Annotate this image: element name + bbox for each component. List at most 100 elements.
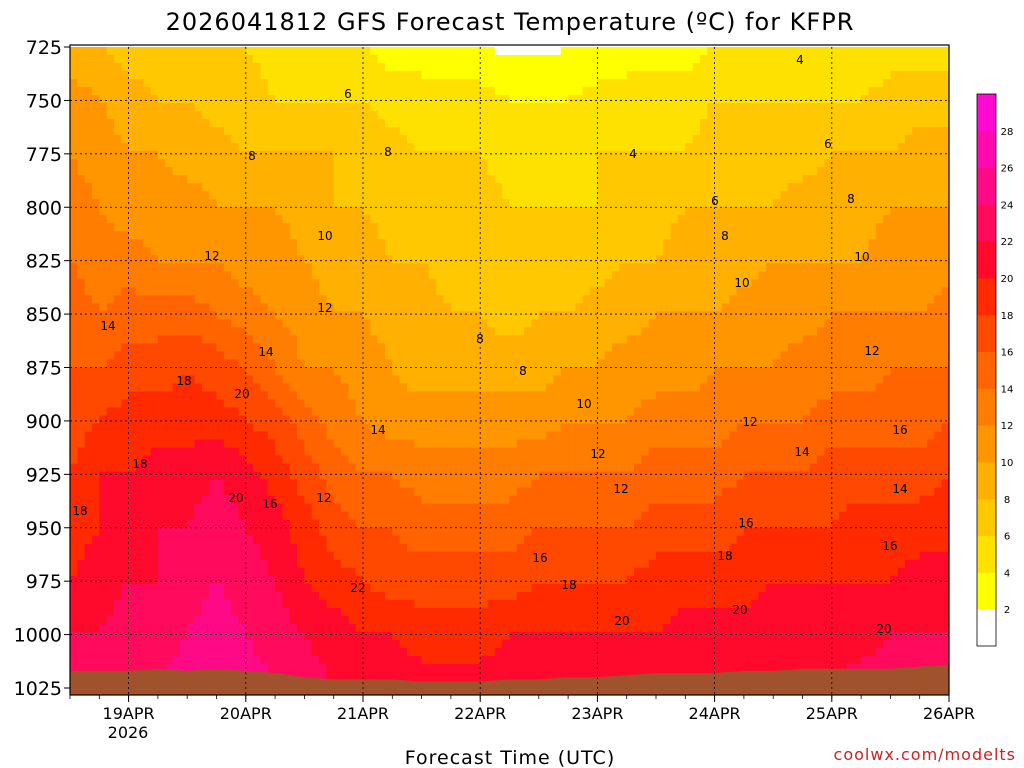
field-cell — [172, 127, 181, 136]
field-cell — [765, 327, 774, 337]
field-cell — [546, 135, 555, 144]
field-cell — [414, 103, 423, 112]
field-cell — [348, 287, 357, 296]
field-cell — [941, 263, 949, 272]
field-cell — [480, 111, 489, 120]
field-cell — [685, 111, 694, 120]
field-cell — [568, 263, 577, 272]
field-cell — [428, 271, 437, 280]
field-cell — [934, 247, 943, 256]
field-cell — [795, 247, 804, 256]
field-cell — [106, 223, 115, 232]
field-cell — [765, 199, 774, 208]
field-cell — [113, 351, 122, 361]
field-cell — [157, 63, 166, 72]
field-cell — [817, 231, 826, 240]
field-cell — [414, 167, 423, 176]
field-cell — [524, 159, 533, 168]
field-cell — [128, 103, 137, 112]
field-cell — [472, 55, 481, 64]
field-cell — [846, 319, 855, 329]
field-cell — [289, 271, 298, 280]
field-cell — [472, 351, 481, 361]
field-cell — [780, 295, 789, 304]
field-cell — [883, 47, 891, 56]
field-cell — [817, 311, 826, 321]
field-cell — [150, 255, 159, 264]
field-cell — [590, 143, 598, 152]
field-cell — [355, 271, 364, 280]
field-cell — [897, 79, 906, 88]
field-cell — [370, 247, 379, 256]
field-cell — [231, 47, 240, 56]
field-cell — [861, 239, 870, 248]
field-cell — [77, 287, 86, 296]
field-cell — [201, 199, 210, 208]
field-cell — [135, 55, 144, 64]
field-cell — [121, 159, 130, 168]
field-cell — [157, 303, 166, 313]
field-cell — [231, 351, 240, 361]
field-cell — [326, 239, 335, 248]
field-cell — [553, 327, 562, 337]
field-cell — [524, 367, 533, 377]
field-cell — [150, 271, 159, 280]
field-cell — [560, 343, 569, 353]
field-cell — [421, 143, 430, 152]
field-cell — [216, 127, 225, 136]
field-cell — [472, 95, 481, 104]
field-cell — [612, 335, 620, 345]
field-cell — [406, 207, 415, 216]
field-cell — [113, 143, 122, 152]
field-cell — [289, 71, 298, 80]
field-cell — [443, 119, 452, 128]
field-cell — [809, 119, 818, 128]
field-cell — [912, 71, 921, 80]
field-cell — [165, 159, 174, 168]
field-cell — [604, 343, 613, 353]
field-cell — [465, 335, 474, 345]
field-cell — [458, 375, 467, 385]
field-cell — [773, 311, 782, 321]
field-cell — [868, 135, 877, 144]
field-cell — [758, 167, 767, 176]
field-cell — [612, 215, 620, 224]
field-cell — [597, 279, 606, 288]
field-cell — [568, 199, 577, 208]
field-cell — [560, 191, 569, 200]
field-cell — [934, 175, 943, 184]
field-cell — [597, 47, 606, 56]
field-cell — [84, 167, 93, 176]
field-cell — [253, 343, 262, 353]
field-cell — [831, 295, 840, 304]
field-cell — [194, 303, 203, 313]
field-cell — [765, 151, 774, 160]
field-cell — [326, 279, 335, 288]
field-cell — [626, 159, 635, 168]
field-cell — [341, 303, 349, 313]
field-cell — [223, 231, 232, 240]
field-cell — [260, 151, 269, 160]
field-cell — [436, 167, 445, 176]
field-cell — [245, 127, 254, 136]
field-cell — [736, 183, 745, 192]
field-cell — [267, 279, 276, 288]
field-cell — [905, 63, 913, 72]
field-cell — [743, 327, 752, 337]
field-cell — [560, 199, 569, 208]
field-cell — [758, 199, 767, 208]
field-cell — [399, 55, 408, 64]
field-cell — [223, 367, 232, 377]
field-cell — [927, 367, 935, 377]
field-cell — [143, 135, 152, 144]
field-cell — [465, 127, 474, 136]
field-cell — [143, 95, 152, 104]
field-cell — [297, 231, 305, 240]
field-cell — [751, 183, 760, 192]
field-cell — [91, 71, 100, 80]
field-cell — [113, 223, 122, 232]
field-cell — [626, 119, 635, 128]
field-cell — [597, 143, 606, 152]
field-cell — [919, 287, 928, 296]
field-cell — [341, 239, 349, 248]
